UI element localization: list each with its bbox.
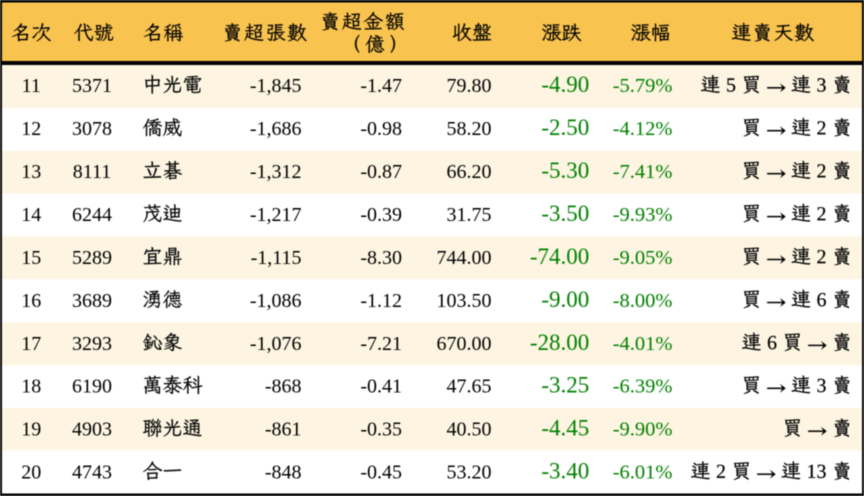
svg-text:19: 19 <box>21 419 41 441</box>
svg-text:3078: 3078 <box>72 118 112 140</box>
svg-text:20: 20 <box>21 462 41 484</box>
svg-text:-0.35: -0.35 <box>360 419 402 441</box>
svg-text:-3.25: -3.25 <box>541 373 589 398</box>
svg-text:-2.50: -2.50 <box>541 115 589 140</box>
svg-text:-1.12: -1.12 <box>360 290 402 312</box>
svg-text:-9.05%: -9.05% <box>613 247 673 269</box>
svg-text:66.20: 66.20 <box>447 161 492 183</box>
svg-text:744.00: 744.00 <box>437 247 492 269</box>
svg-text:-1,312: -1,312 <box>250 161 302 183</box>
svg-text:-3.50: -3.50 <box>541 201 589 226</box>
svg-text:-7.41%: -7.41% <box>613 161 673 183</box>
svg-text:-6.39%: -6.39% <box>613 376 673 398</box>
svg-text:79.80: 79.80 <box>447 75 492 97</box>
svg-text:47.65: 47.65 <box>447 376 492 398</box>
svg-text:-0.41: -0.41 <box>360 376 402 398</box>
svg-text:13: 13 <box>21 161 41 183</box>
svg-text:-8.30: -8.30 <box>360 247 402 269</box>
svg-text:103.50: 103.50 <box>437 290 492 312</box>
svg-text:14: 14 <box>21 204 41 226</box>
svg-text:-28.00: -28.00 <box>530 330 589 355</box>
svg-text:-0.45: -0.45 <box>360 462 402 484</box>
svg-text:17: 17 <box>21 333 41 355</box>
svg-text:6244: 6244 <box>72 204 112 226</box>
svg-text:-1,845: -1,845 <box>250 75 302 97</box>
svg-text:-3.40: -3.40 <box>541 459 589 484</box>
svg-text:-74.00: -74.00 <box>530 244 589 269</box>
svg-text:16: 16 <box>21 290 41 312</box>
svg-text:5289: 5289 <box>72 247 112 269</box>
svg-text:-848: -848 <box>265 462 302 484</box>
svg-text:670.00: 670.00 <box>437 333 492 355</box>
svg-text:4903: 4903 <box>72 419 112 441</box>
svg-text:4743: 4743 <box>72 462 112 484</box>
svg-text:53.20: 53.20 <box>447 462 492 484</box>
svg-text:-5.30: -5.30 <box>541 158 589 183</box>
svg-text:12: 12 <box>21 118 41 140</box>
svg-text:-4.12%: -4.12% <box>613 118 673 140</box>
svg-text:6190: 6190 <box>72 376 112 398</box>
svg-text:-0.39: -0.39 <box>360 204 402 226</box>
svg-text:-9.90%: -9.90% <box>613 419 673 441</box>
svg-text:18: 18 <box>21 376 41 398</box>
svg-text:40.50: 40.50 <box>447 419 492 441</box>
svg-text:5371: 5371 <box>72 75 112 97</box>
svg-text:11: 11 <box>22 75 41 97</box>
svg-text:-0.98: -0.98 <box>360 118 402 140</box>
svg-text:8111: 8111 <box>73 161 112 183</box>
svg-text:-861: -861 <box>265 419 302 441</box>
svg-text:3689: 3689 <box>72 290 112 312</box>
svg-text:-0.87: -0.87 <box>360 161 402 183</box>
svg-text:-9.00: -9.00 <box>541 287 589 312</box>
svg-text:-1,115: -1,115 <box>251 247 302 269</box>
svg-text:-4.01%: -4.01% <box>613 333 673 355</box>
svg-text:-6.01%: -6.01% <box>613 462 673 484</box>
svg-text:-1,686: -1,686 <box>250 118 302 140</box>
svg-text:15: 15 <box>21 247 41 269</box>
svg-text:-4.45: -4.45 <box>541 416 589 441</box>
svg-text:-5.79%: -5.79% <box>613 75 673 97</box>
svg-text:58.20: 58.20 <box>447 118 492 140</box>
svg-text:-7.21: -7.21 <box>360 333 402 355</box>
svg-text:31.75: 31.75 <box>447 204 492 226</box>
svg-text:-1,217: -1,217 <box>250 204 302 226</box>
svg-text:-1,076: -1,076 <box>250 333 302 355</box>
svg-text:-4.90: -4.90 <box>541 72 589 97</box>
svg-text:-868: -868 <box>265 376 302 398</box>
svg-text:-8.00%: -8.00% <box>613 290 673 312</box>
svg-text:-9.93%: -9.93% <box>613 204 673 226</box>
svg-text:-1.47: -1.47 <box>360 75 402 97</box>
svg-text:3293: 3293 <box>72 333 112 355</box>
svg-text:-1,086: -1,086 <box>250 290 302 312</box>
